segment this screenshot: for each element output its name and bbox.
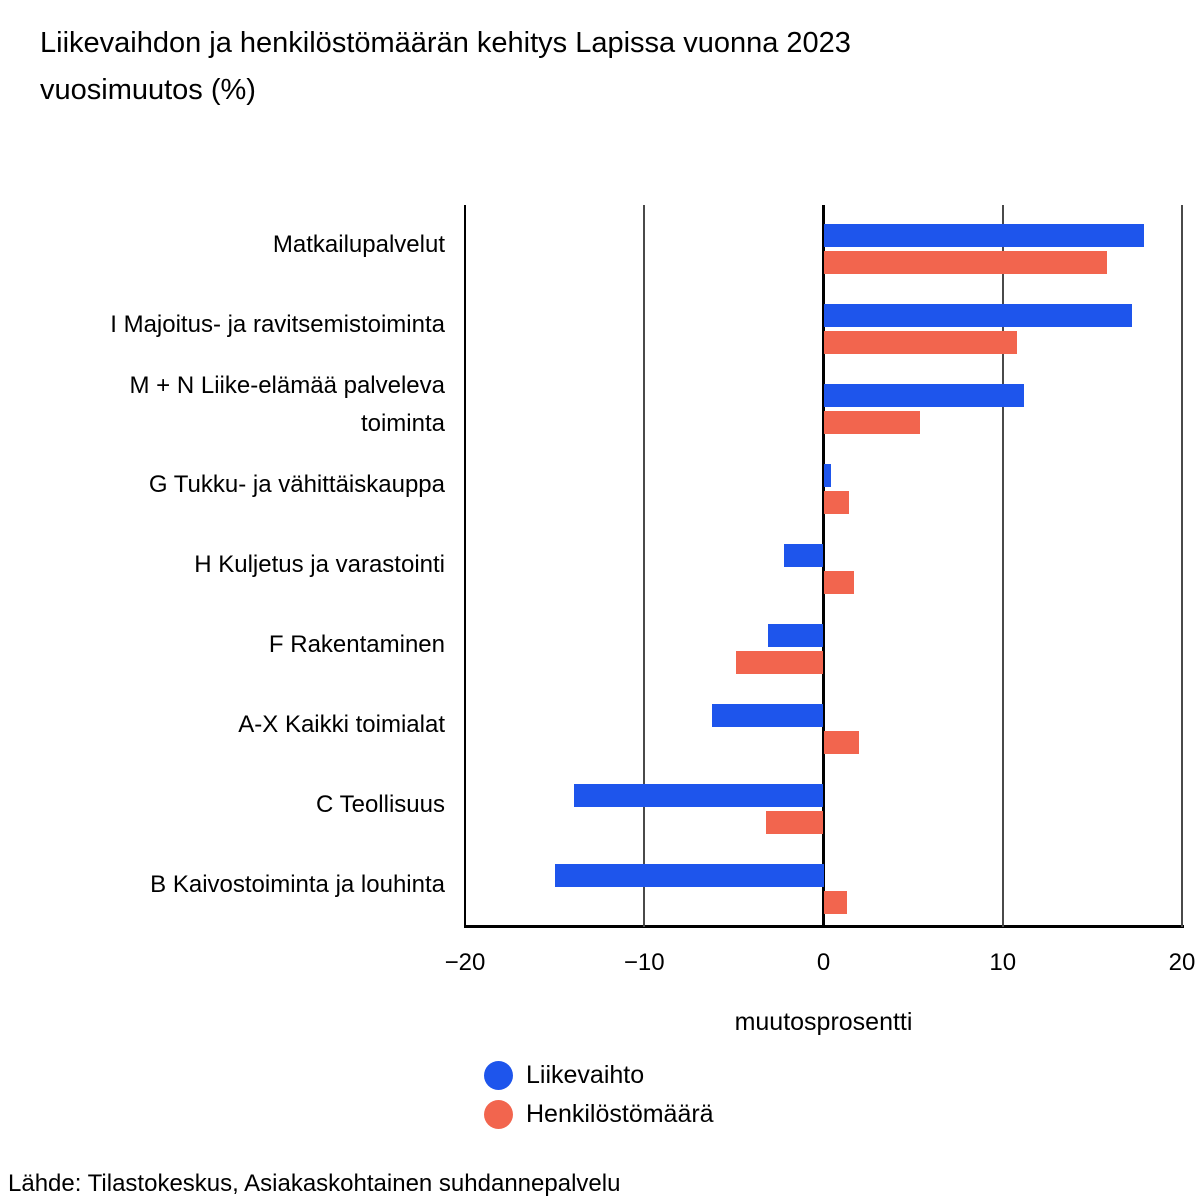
category-label: I Majoitus- ja ravitsemistoiminta xyxy=(110,311,445,338)
gridline-20 xyxy=(1181,205,1183,927)
category-label: G Tukku- ja vähittäiskauppa xyxy=(148,471,445,498)
legend-circle-icon xyxy=(484,1100,513,1129)
source-note: Lähde: Tilastokeskus, Asiakaskohtainen s… xyxy=(8,1170,621,1197)
category-axis-labels: Matkailupalvelut I Majoitus- ja ravitsemi… xyxy=(25,205,445,927)
x-tick-label: 10 xyxy=(989,949,1017,976)
bar-liikevaihto xyxy=(823,304,1132,327)
category-label: Matkailupalvelut xyxy=(272,231,445,258)
zero-line xyxy=(822,205,825,927)
category-label: C Teollisuus xyxy=(316,791,445,818)
bar-liikevaihto xyxy=(554,864,824,887)
bar-liikevaihto xyxy=(823,224,1145,247)
bar-liikevaihto xyxy=(767,624,824,647)
gridline--10 xyxy=(643,205,646,927)
bar-henkilostomaara xyxy=(823,331,1018,354)
category-label: A-X Kaikki toimialat xyxy=(238,711,445,738)
x-axis-title: muutosprosentti xyxy=(734,1008,913,1036)
bar-henkilostomaara xyxy=(823,891,847,914)
legend: Liikevaihto Henkilöstömäärä xyxy=(484,1056,714,1134)
legend-label: Liikevaihto xyxy=(526,1061,645,1089)
x-tick-label: 20 xyxy=(1168,949,1196,976)
category-label: B Kaivostoiminta ja louhinta xyxy=(150,871,445,898)
bar-liikevaihto xyxy=(712,704,824,727)
bar-henkilostomaara xyxy=(823,731,860,754)
bar-henkilostomaara xyxy=(823,411,921,434)
x-axis-tick-labels: −20 −10 0 10 20 xyxy=(445,949,1196,979)
x-tick-label: −20 xyxy=(444,949,486,976)
bar-henkilostomaara xyxy=(823,251,1107,274)
bar-henkilostomaara xyxy=(735,651,824,674)
category-label: M + N Liike-elämää palveleva toiminta xyxy=(129,372,445,437)
bar-liikevaihto xyxy=(574,784,824,807)
chart-title-line2: vuosimuutos (%) xyxy=(40,74,256,106)
legend-circle-icon xyxy=(484,1061,513,1090)
x-tick-label: 0 xyxy=(816,949,831,976)
legend-item: Liikevaihto xyxy=(484,1056,714,1095)
bar-henkilostomaara xyxy=(823,571,854,594)
plot-area xyxy=(464,205,1183,927)
bar-liikevaihto xyxy=(823,464,831,487)
bar-liikevaihto xyxy=(823,384,1025,407)
chart-title-line1: Liikevaihdon ja henkilöstömäärän kehitys… xyxy=(40,27,851,59)
x-tick-label: −10 xyxy=(623,949,665,976)
bar-liikevaihto xyxy=(784,544,824,567)
bar-henkilostomaara xyxy=(766,811,824,834)
gridline-10 xyxy=(1001,205,1004,927)
y-axis-spine xyxy=(464,205,466,927)
chart-title: Liikevaihdon ja henkilöstömäärän kehitys… xyxy=(40,20,851,114)
category-label: H Kuljetus ja varastointi xyxy=(194,551,445,578)
legend-item: Henkilöstömäärä xyxy=(484,1095,714,1134)
bar-henkilostomaara xyxy=(823,491,849,514)
legend-label: Henkilöstömäärä xyxy=(526,1100,714,1128)
category-label: F Rakentaminen xyxy=(268,631,445,658)
